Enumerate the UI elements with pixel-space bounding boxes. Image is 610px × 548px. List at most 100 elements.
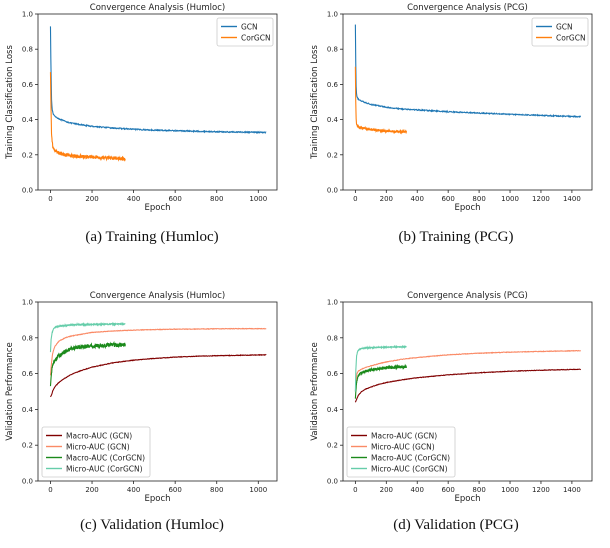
plot-frame — [37, 13, 278, 191]
x-tick-label: 1000 — [249, 195, 267, 203]
series-line — [49, 327, 267, 376]
x-tick-label: 1400 — [563, 486, 581, 494]
legend: GCN CorGCN — [531, 17, 589, 47]
series-line — [354, 363, 407, 399]
y-tick-label: 0.4 — [22, 116, 34, 124]
y-tick-label: 0.8 — [22, 334, 33, 342]
y-tick-label: 1.0 — [22, 299, 33, 307]
caption-b: (b) Training (PCG) — [398, 229, 514, 245]
chart-training-pcg: Convergence Analysis (PCG) Epoch Training … — [310, 3, 593, 213]
y-tick-label: 1.0 — [327, 299, 338, 307]
legend-label: GCN — [241, 23, 258, 32]
caption-c: (c) Validation (Humloc) — [80, 517, 224, 533]
y-tick-label: 0.8 — [327, 334, 338, 342]
chart-validation-humloc: Convergence Analysis (Humloc) Epoch Valida… — [5, 291, 278, 504]
legend-box — [216, 17, 274, 47]
legend-label: Micro-AUC (CorGCN) — [371, 465, 448, 474]
x-axis-label: Epoch — [144, 494, 170, 504]
chart-validation-pcg: Convergence Analysis (PCG) Epoch Validatio… — [310, 291, 593, 504]
legend: GCN CorGCN — [216, 17, 274, 47]
series-group — [354, 24, 582, 135]
y-tick-label: 0.0 — [22, 478, 33, 486]
legend-box — [531, 17, 589, 47]
y-tick-label: 1.0 — [327, 11, 338, 19]
x-tick-label: 0 — [353, 195, 357, 203]
y-tick-label: 0.4 — [22, 406, 34, 414]
y-tick-label: 0.2 — [327, 151, 338, 159]
x-tick-label: 600 — [168, 195, 181, 203]
legend-label: Micro-AUC (CorGCN) — [66, 465, 143, 474]
x-tick-label: 200 — [85, 486, 98, 494]
series-line — [49, 72, 126, 162]
series-line — [49, 340, 126, 387]
y-axis-label: Validation Performance — [310, 342, 320, 441]
legend-label: Macro-AUC (CorGCN) — [371, 454, 450, 463]
series-line — [354, 344, 407, 392]
x-tick-label: 200 — [380, 195, 393, 203]
series-line — [49, 26, 267, 135]
series-line — [354, 368, 582, 403]
y-tick-label: 1.0 — [22, 11, 33, 19]
x-tick-label: 400 — [127, 195, 140, 203]
x-tick-label: 1000 — [249, 486, 267, 494]
x-tick-label: 1200 — [532, 486, 550, 494]
x-axis-label: Epoch — [454, 203, 480, 213]
chart-title: Convergence Analysis (Humloc) — [90, 291, 225, 301]
chart-training-humloc: Convergence Analysis (Humloc) Epoch Traini… — [5, 3, 278, 213]
x-axis-label: Epoch — [454, 494, 480, 504]
y-tick-label: 0.6 — [22, 370, 34, 378]
y-tick-label: 0.4 — [327, 116, 339, 124]
x-tick-label: 800 — [210, 195, 223, 203]
y-tick-label: 0.2 — [22, 151, 33, 159]
x-tick-label: 800 — [472, 195, 485, 203]
y-tick-label: 0.8 — [22, 46, 33, 54]
series-line — [49, 353, 267, 398]
legend-label: Macro-AUC (GCN) — [66, 432, 132, 441]
x-tick-label: 1200 — [532, 195, 550, 203]
x-tick-label: 200 — [85, 195, 98, 203]
x-tick-label: 0 — [48, 195, 52, 203]
legend-label: Macro-AUC (CorGCN) — [66, 454, 145, 463]
y-axis-label: Training Classification Loss — [310, 45, 320, 160]
x-tick-label: 600 — [441, 195, 454, 203]
y-tick-label: 0.0 — [327, 187, 338, 195]
y-tick-label: 0.2 — [327, 442, 338, 450]
x-tick-label: 0 — [353, 486, 357, 494]
series-group — [49, 26, 267, 162]
legend-label: CorGCN — [241, 34, 271, 43]
series-group — [354, 344, 582, 403]
plot-frame — [37, 301, 278, 482]
x-tick-label: 400 — [411, 195, 424, 203]
legend-label: Micro-AUC (GCN) — [371, 443, 435, 452]
x-tick-label: 1000 — [501, 486, 519, 494]
x-tick-label: 800 — [210, 486, 223, 494]
x-tick-label: 1000 — [501, 195, 519, 203]
plot-frame — [342, 13, 593, 191]
series-line — [49, 321, 126, 353]
chart-title: Convergence Analysis (PCG) — [407, 291, 528, 301]
series-line — [354, 349, 581, 392]
x-tick-label: 600 — [168, 486, 181, 494]
caption-d: (d) Validation (PCG) — [393, 517, 519, 533]
x-tick-label: 400 — [411, 486, 424, 494]
legend: Macro-AUC (GCN) Micro-AUC (GCN) Macro-AUC … — [41, 426, 151, 478]
legend-label: CorGCN — [556, 34, 586, 43]
x-tick-label: 800 — [472, 486, 485, 494]
series-line — [354, 66, 407, 135]
y-tick-label: 0.2 — [22, 442, 33, 450]
x-tick-label: 200 — [380, 486, 393, 494]
y-axis-label: Training Classification Loss — [5, 45, 15, 160]
legend-box — [346, 426, 456, 478]
legend-label: Macro-AUC (GCN) — [371, 432, 437, 441]
y-tick-label: 0.4 — [327, 406, 339, 414]
y-axis-label: Validation Performance — [5, 342, 15, 441]
caption-a: (a) Training (Humloc) — [85, 229, 219, 245]
y-tick-label: 0.8 — [327, 46, 338, 54]
x-tick-label: 600 — [441, 486, 454, 494]
y-tick-label: 0.6 — [22, 81, 34, 89]
legend-label: Micro-AUC (GCN) — [66, 443, 130, 452]
chart-title: Convergence Analysis (PCG) — [407, 3, 528, 13]
legend-label: GCN — [556, 23, 573, 32]
y-tick-label: 0.0 — [22, 187, 33, 195]
legend-box — [41, 426, 151, 478]
